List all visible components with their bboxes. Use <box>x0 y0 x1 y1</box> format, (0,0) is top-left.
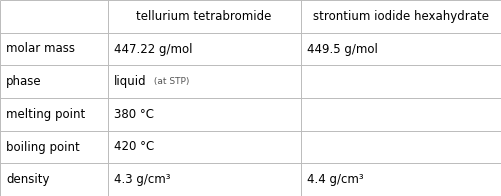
Text: 447.22 g/mol: 447.22 g/mol <box>114 43 192 55</box>
Text: (at STP): (at STP) <box>151 77 190 86</box>
Text: strontium iodide hexahydrate: strontium iodide hexahydrate <box>313 10 489 23</box>
Text: melting point: melting point <box>6 108 85 121</box>
Text: 4.3 g/cm³: 4.3 g/cm³ <box>114 173 170 186</box>
Text: 420 °C: 420 °C <box>114 141 154 153</box>
Text: molar mass: molar mass <box>6 43 75 55</box>
Text: phase: phase <box>6 75 42 88</box>
Text: 4.4 g/cm³: 4.4 g/cm³ <box>307 173 363 186</box>
Text: tellurium tetrabromide: tellurium tetrabromide <box>136 10 272 23</box>
Text: 380 °C: 380 °C <box>114 108 154 121</box>
Text: boiling point: boiling point <box>6 141 80 153</box>
Text: density: density <box>6 173 50 186</box>
Text: 449.5 g/mol: 449.5 g/mol <box>307 43 377 55</box>
Text: liquid: liquid <box>114 75 146 88</box>
